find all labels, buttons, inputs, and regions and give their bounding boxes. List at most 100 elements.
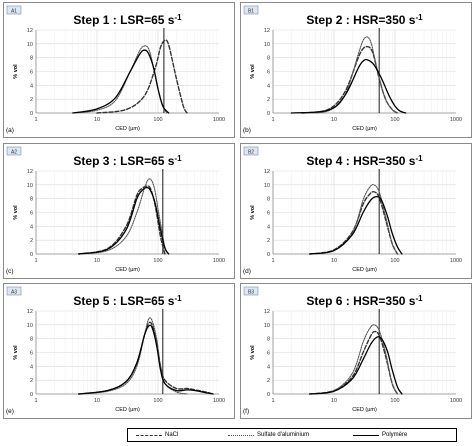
chart-title-superscript: -1 <box>415 154 423 163</box>
x-axis-title: CED (µm) <box>115 126 140 132</box>
y-tick-label: 0 <box>267 111 270 117</box>
y-tick-label: 8 <box>267 197 270 203</box>
y-tick-label: 2 <box>267 238 270 244</box>
x-tick-label: 1 <box>271 398 274 404</box>
y-tick-label: 4 <box>267 224 270 230</box>
series-line-polymere <box>309 195 403 255</box>
chart-title-superscript: -1 <box>174 13 182 22</box>
legend-swatch-sulfate <box>228 434 254 436</box>
y-axis-title: % vol <box>250 205 256 220</box>
x-tick-label: 1 <box>34 117 37 123</box>
chart-title: Step 5 : LSR=65 s-1 <box>73 294 182 308</box>
panel-tag: B1 <box>248 8 254 14</box>
x-tick-label: 100 <box>153 117 162 123</box>
chart-panel-1: A1 Step 1 : LSR=65 s-1 0 2 4 6 8 10 12 1 10 100 1000… <box>3 2 235 138</box>
panel-label: (c) <box>6 268 14 275</box>
chart-title-superscript: -1 <box>174 154 182 163</box>
legend: NaCl Sulfate d'aluminium Polymère <box>127 428 457 442</box>
y-tick-label: 12 <box>27 169 33 175</box>
y-tick-label: 8 <box>267 337 270 343</box>
chart-title-superscript: -1 <box>174 294 182 303</box>
panel-tag: A3 <box>11 289 17 295</box>
legend-item-sulfate: Sulfate d'aluminium <box>228 429 309 441</box>
x-tick-label: 100 <box>390 398 399 404</box>
x-tick-label: 1000 <box>213 258 225 264</box>
y-tick-label: 10 <box>27 323 33 329</box>
series-line-polymere <box>77 186 170 255</box>
x-tick-label: 1000 <box>213 398 225 404</box>
legend-swatch-polymere <box>353 434 379 436</box>
chart-title: Step 4 : HSR=350 s-1 <box>306 154 423 168</box>
y-tick-label: 2 <box>30 97 33 103</box>
panel-frame <box>3 143 235 279</box>
series-line-polymere <box>309 336 403 395</box>
panel-tag-box <box>6 286 22 296</box>
panel-tag: B2 <box>248 149 254 155</box>
panel-tag-box <box>6 5 22 15</box>
legend-item-polymere: Polymère <box>353 429 407 441</box>
y-tick-label: 6 <box>30 70 33 76</box>
x-tick-label: 1000 <box>450 258 462 264</box>
x-tick-label: 10 <box>331 398 337 404</box>
x-tick-label: 1 <box>34 258 37 264</box>
y-tick-label: 0 <box>30 392 33 398</box>
x-tick-label: 10 <box>94 258 100 264</box>
x-axis-title: CED (µm) <box>115 407 140 413</box>
legend-swatch-nacl <box>136 434 162 436</box>
x-tick-label: 10 <box>331 258 337 264</box>
panel-label: (b) <box>243 127 251 134</box>
y-tick-label: 6 <box>30 211 33 217</box>
y-tick-label: 6 <box>30 351 33 357</box>
y-axis-title: % vol <box>13 64 19 79</box>
y-axis-title: % vol <box>250 64 256 79</box>
chart-title: Step 3 : LSR=65 s-1 <box>73 154 182 168</box>
chart-panel-5: A3 Step 5 : LSR=65 s-1 0 2 4 6 8 10 12 1 10 100 1000… <box>3 283 235 419</box>
x-tick-label: 10 <box>94 398 100 404</box>
y-tick-label: 0 <box>267 252 270 258</box>
panel-frame <box>240 143 472 279</box>
panel-tag: A1 <box>11 8 17 14</box>
x-tick-label: 1000 <box>213 117 225 123</box>
panel-tag-box <box>6 146 22 156</box>
panel-frame <box>240 2 472 138</box>
y-tick-label: 6 <box>267 351 270 357</box>
y-tick-label: 6 <box>267 70 270 76</box>
legend-label-sulfate: Sulfate d'aluminium <box>257 432 310 438</box>
panel-label: (e) <box>6 408 14 415</box>
y-tick-label: 4 <box>267 364 270 370</box>
y-tick-label: 4 <box>30 83 33 89</box>
x-axis-title: CED (µm) <box>352 267 377 273</box>
y-tick-label: 10 <box>27 42 33 48</box>
panel-tag: A2 <box>11 149 17 155</box>
series-line-nacl <box>301 45 399 114</box>
chart-title: Step 6 : HSR=350 s-1 <box>306 294 423 308</box>
y-tick-label: 12 <box>27 28 33 34</box>
y-axis-title: % vol <box>13 345 19 360</box>
series-line-sulfate <box>309 324 399 395</box>
y-tick-label: 8 <box>30 56 33 62</box>
y-tick-label: 2 <box>30 238 33 244</box>
y-axis-title: % vol <box>13 205 19 220</box>
y-tick-label: 0 <box>30 252 33 258</box>
chart-panel-3: A2 Step 3 : LSR=65 s-1 0 2 4 6 8 10 12 1 10 100 1000… <box>3 143 235 279</box>
panel-tag-box <box>243 146 259 156</box>
legend-label-nacl: NaCl <box>165 432 179 438</box>
series-line-polymere <box>77 324 214 395</box>
y-tick-label: 8 <box>30 197 33 203</box>
y-tick-label: 10 <box>264 323 270 329</box>
series-line-polymere <box>72 49 170 114</box>
chart-title: Step 1 : LSR=65 s-1 <box>73 13 182 27</box>
y-tick-label: 6 <box>267 211 270 217</box>
x-tick-label: 1000 <box>450 398 462 404</box>
x-tick-label: 10 <box>94 117 100 123</box>
y-tick-label: 10 <box>264 42 270 48</box>
x-tick-label: 100 <box>153 398 162 404</box>
y-tick-label: 0 <box>30 111 33 117</box>
y-tick-label: 4 <box>30 224 33 230</box>
x-tick-label: 1 <box>34 398 37 404</box>
y-tick-label: 12 <box>264 169 270 175</box>
y-tick-label: 0 <box>267 392 270 398</box>
y-tick-label: 2 <box>30 378 33 384</box>
chart-title: Step 2 : HSR=350 s-1 <box>306 13 423 27</box>
panel-tag-box <box>243 286 259 296</box>
